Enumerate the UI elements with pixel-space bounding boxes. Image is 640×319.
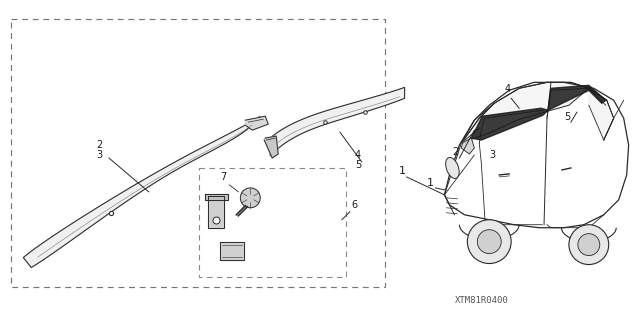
Circle shape [578, 234, 600, 256]
Polygon shape [23, 116, 260, 268]
Text: 5: 5 [564, 112, 570, 122]
Text: 3: 3 [489, 150, 495, 160]
Circle shape [569, 225, 609, 264]
Text: 2: 2 [96, 140, 102, 150]
Polygon shape [461, 138, 474, 154]
Text: 2: 2 [452, 147, 459, 157]
Text: 5: 5 [355, 160, 361, 170]
Polygon shape [209, 196, 225, 228]
Polygon shape [270, 87, 404, 156]
Polygon shape [245, 116, 268, 130]
Bar [12, 19, 385, 287]
Polygon shape [461, 82, 589, 143]
Text: 4: 4 [504, 84, 510, 94]
Polygon shape [264, 136, 278, 158]
Text: 7: 7 [220, 172, 227, 182]
Polygon shape [205, 194, 228, 200]
Text: 4: 4 [355, 150, 361, 160]
Ellipse shape [445, 158, 459, 178]
Polygon shape [471, 108, 548, 140]
Text: 3: 3 [96, 150, 102, 160]
Text: 6: 6 [352, 200, 358, 210]
Polygon shape [220, 241, 244, 260]
Text: 1: 1 [426, 178, 433, 188]
Bar [198, 168, 346, 278]
Polygon shape [589, 88, 614, 140]
Circle shape [241, 188, 260, 208]
Text: XTM81R0400: XTM81R0400 [456, 296, 509, 305]
Polygon shape [548, 85, 605, 110]
Circle shape [477, 230, 501, 254]
Circle shape [467, 220, 511, 263]
Text: 1: 1 [399, 166, 406, 176]
